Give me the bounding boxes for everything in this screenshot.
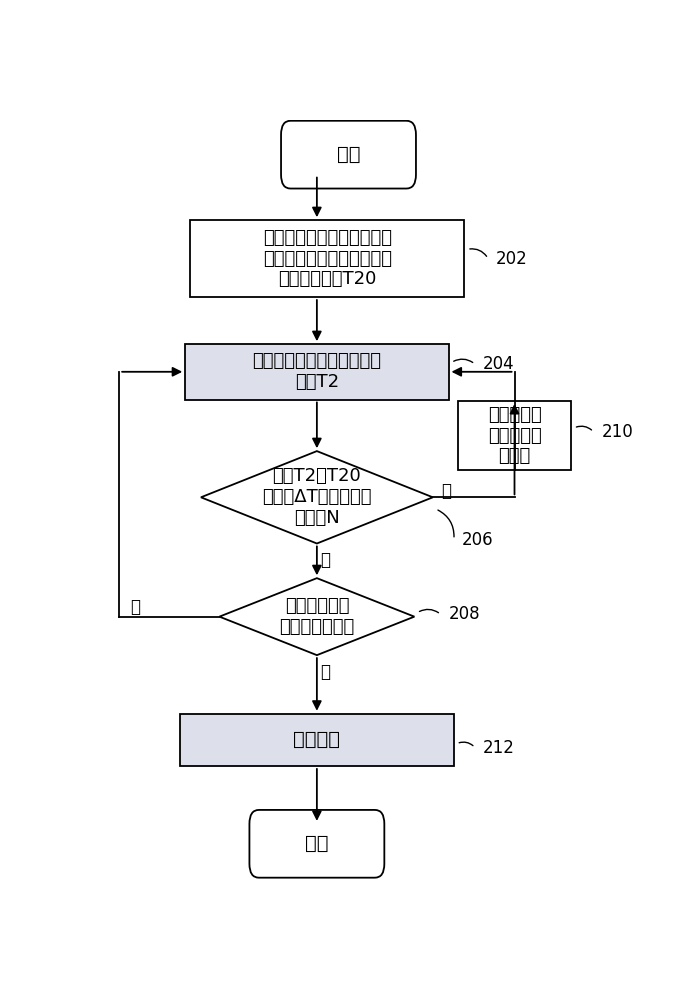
Bar [190,220,464,297]
Text: 判断是否接收
到退出化霜指令: 判断是否接收 到退出化霜指令 [279,597,354,636]
Text: 202: 202 [496,250,528,268]
Text: 208: 208 [449,605,480,623]
Text: 接收到空调器室外机进入化
霜的指令时，记录室内机换
热器中部温度T20: 接收到空调器室外机进入化 霜的指令时，记录室内机换 热器中部温度T20 [263,229,392,288]
Text: 204: 204 [483,355,515,373]
Text: 开始: 开始 [337,145,360,164]
Text: 结束: 结束 [305,834,328,853]
Polygon shape [220,578,414,655]
Text: 结束化霜: 结束化霜 [293,730,341,749]
Text: 否: 否 [130,598,140,616]
Bar [458,401,571,470]
Polygon shape [201,451,432,544]
Text: 210: 210 [602,423,633,441]
Text: 实时检测室内机换热器中部
温度T2: 实时检测室内机换热器中部 温度T2 [252,352,381,391]
Text: 是: 是 [320,551,330,569]
Bar [185,344,449,400]
Text: 212: 212 [483,739,515,757]
Text: 判断T2与T20
的差值ΔT是否大于预
设阈值N: 判断T2与T20 的差值ΔT是否大于预 设阈值N [262,468,372,527]
FancyBboxPatch shape [250,810,384,878]
Text: 调低空调器
室内机的风
机转速: 调低空调器 室内机的风 机转速 [488,406,541,466]
Bar [180,714,454,766]
Text: 206: 206 [462,531,494,549]
Text: 是: 是 [320,663,330,681]
FancyBboxPatch shape [281,121,416,189]
Text: 否: 否 [441,482,451,500]
